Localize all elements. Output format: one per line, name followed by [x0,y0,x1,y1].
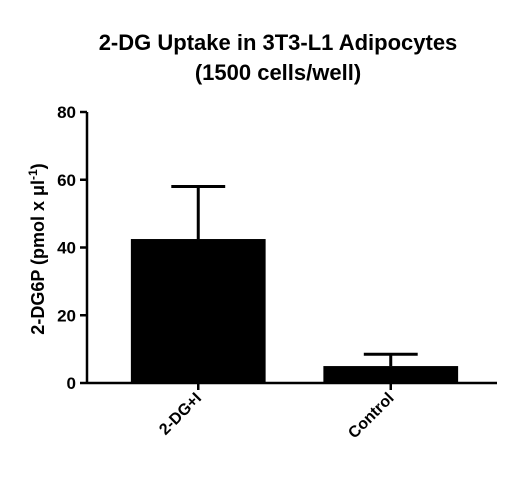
x-tick-label: 2-DG+I [156,390,205,439]
y-tick-label: 80 [57,103,76,122]
chart-title-line-1: 2-DG Uptake in 3T3-L1 Adipocytes [98,30,458,55]
y-axis-label: 2-DG6P (pmol x μl-1) [26,163,48,334]
bar-1 [323,366,459,383]
y-tick-label: 20 [57,306,76,325]
y-tick-label: 60 [57,171,76,190]
y-axis: 0 20 40 60 80 [57,103,89,393]
x-tick-label: Control [345,390,397,442]
y-tick-label: 40 [57,239,76,258]
y-tick-label: 0 [67,374,76,393]
chart-title: 2-DG Uptake in 3T3-L1 Adipocytes (1500 c… [40,28,516,88]
chart-title-line-2: (1500 cells/well) [194,60,362,85]
x-axis: 2-DG+I Control [87,381,497,442]
bars [130,185,459,383]
bar-0 [130,239,266,383]
